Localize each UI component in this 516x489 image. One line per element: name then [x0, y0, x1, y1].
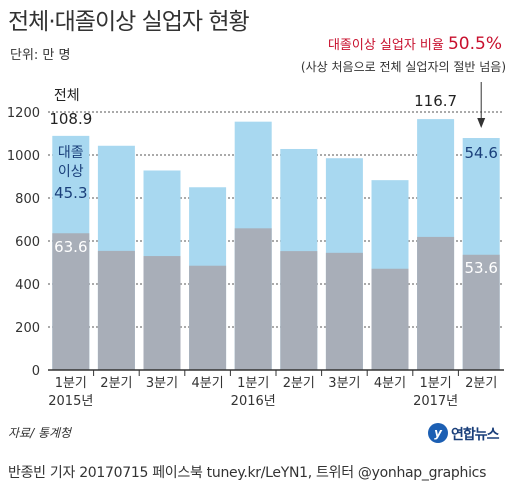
y-tick-label: 0 — [32, 364, 40, 379]
total-value-label: 116.7 — [414, 92, 457, 110]
ratio-note: 대졸이상 실업자 비율 50.5% — [328, 34, 502, 54]
yonhap-logo-text: 연합뉴스 — [451, 427, 500, 443]
bar-lower — [189, 265, 227, 370]
page-title: 전체·대졸이상 실업자 현황 — [8, 9, 250, 35]
x-tick-label: 3분기 — [146, 376, 178, 391]
x-tick-label: 2분기 — [100, 376, 132, 391]
y-tick-label: 1200 — [7, 106, 40, 121]
yonhap-logo: y 연합뉴스 — [428, 421, 512, 445]
bar-lower — [462, 254, 500, 370]
lower-value-label: 53.6 — [464, 259, 497, 277]
ratio-note-value: 50.5% — [447, 34, 502, 54]
bar-chart: 0 200 400 600 800 1000 1200 1분기 2분기 3분기 4분기 1분기 2분기 3… — [7, 82, 504, 409]
y-tick-label: 600 — [15, 235, 40, 250]
bar-lower — [97, 250, 135, 370]
y-tick-label: 800 — [15, 192, 40, 207]
total-caption: 전체 — [54, 88, 80, 104]
year-label: 2016년 — [231, 394, 276, 409]
bar-lower — [52, 233, 90, 370]
college-caption: 대졸 — [58, 145, 84, 161]
x-tick-label: 2분기 — [465, 376, 497, 391]
college-caption: 이상 — [58, 164, 84, 180]
note-arrow-head — [477, 118, 486, 128]
bar-lower — [371, 268, 409, 370]
x-tick-label: 3분기 — [328, 376, 360, 391]
y-tick-label: 1000 — [7, 149, 40, 164]
source-label: 자료/ 통계청 — [8, 426, 72, 440]
x-tick-label: 1분기 — [419, 376, 451, 391]
year-label: 2015년 — [48, 394, 93, 409]
unit-label: 단위: 만 명 — [10, 48, 71, 63]
y-tick-label: 400 — [15, 278, 40, 293]
bar-lower — [325, 252, 363, 370]
year-label: 2017년 — [413, 394, 458, 409]
bar-lower — [280, 251, 318, 370]
bar-lower — [417, 236, 455, 370]
college-value-label: 45.3 — [54, 184, 87, 202]
total-value-label: 108.9 — [49, 110, 92, 128]
credit-line: 반종빈 기자 20170715 페이스북 tuney.kr/LeYN1, 트위터… — [8, 465, 487, 481]
x-tick-label: 2분기 — [283, 376, 315, 391]
bar-lower — [143, 256, 181, 370]
bar-lower — [234, 228, 272, 370]
ratio-note-sub: (사상 처음으로 전체 실업자의 절반 넘음) — [300, 60, 506, 74]
y-tick-label: 200 — [15, 321, 40, 336]
lower-value-label: 63.6 — [54, 238, 87, 256]
yonhap-logo-icon: y — [428, 423, 448, 443]
x-tick-label: 1분기 — [237, 376, 269, 391]
x-tick-label: 4분기 — [191, 376, 223, 391]
college-value-label: 54.6 — [464, 144, 497, 162]
x-tick-label: 4분기 — [374, 376, 406, 391]
ratio-note-label: 대졸이상 실업자 비율 — [327, 38, 444, 53]
x-tick-label: 1분기 — [55, 376, 87, 391]
